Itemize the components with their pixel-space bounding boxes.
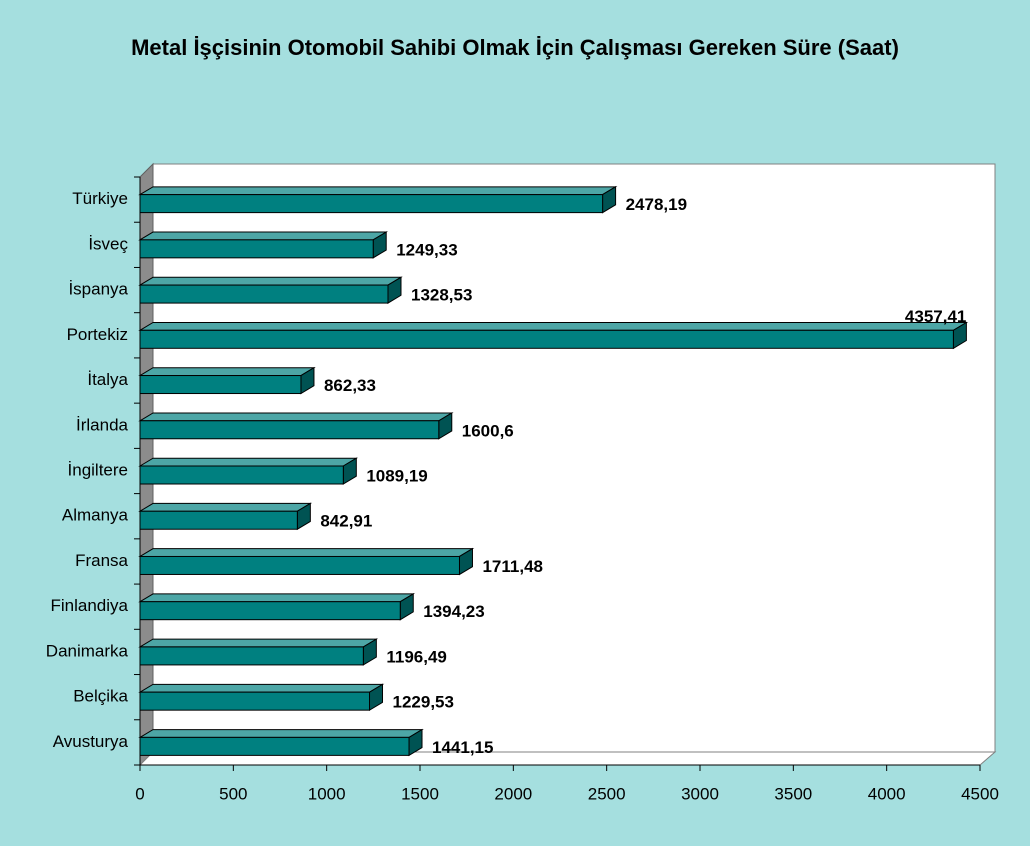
- bar-top: [138, 638, 379, 648]
- value-label: 1229,53: [393, 693, 454, 712]
- bar: [139, 420, 440, 440]
- bar: [139, 736, 410, 756]
- value-label: 862,33: [324, 376, 376, 395]
- value-label: 2478,19: [626, 195, 687, 214]
- y-tick-label: Türkiye: [72, 189, 128, 208]
- bar-top: [138, 729, 424, 738]
- bar: [139, 329, 954, 349]
- value-label: 1394,23: [423, 602, 484, 621]
- bar: [139, 601, 401, 621]
- x-tick-label: 1500: [401, 784, 439, 803]
- x-tick-label: 2000: [494, 784, 532, 803]
- x-tick-label: 1000: [308, 784, 346, 803]
- y-tick-label: Avusturya: [53, 732, 129, 751]
- bar-top: [138, 231, 389, 241]
- value-label: 1711,48: [482, 557, 543, 576]
- bar-top: [138, 457, 359, 467]
- x-tick-label: 4000: [868, 784, 906, 803]
- value-label: 1196,49: [386, 647, 447, 666]
- y-tick-label: İngiltere: [68, 460, 128, 479]
- bar-top: [138, 367, 316, 377]
- x-tick-label: 2500: [588, 784, 626, 803]
- y-tick-label: Belçika: [73, 687, 128, 706]
- bar: [139, 646, 364, 666]
- x-tick-label: 3500: [774, 784, 812, 803]
- bar-top: [138, 502, 313, 512]
- bar: [139, 239, 374, 259]
- y-tick-label: İrlanda: [76, 415, 129, 434]
- bar-top: [138, 683, 385, 693]
- bar: [139, 375, 302, 395]
- bar-top: [138, 593, 416, 603]
- bar: [139, 555, 460, 575]
- bar: [139, 510, 298, 530]
- bar: [139, 465, 344, 485]
- bar: [139, 691, 371, 711]
- value-label: 1089,19: [366, 466, 427, 485]
- x-tick-label: 500: [219, 784, 247, 803]
- value-label: 1600,6: [462, 421, 514, 440]
- bar-top: [138, 276, 403, 286]
- chart-title: Metal İşçisinin Otomobil Sahibi Olmak İç…: [131, 35, 899, 60]
- y-tick-label: Fransa: [75, 551, 128, 570]
- x-tick-label: 3000: [681, 784, 719, 803]
- y-tick-label: Danimarka: [46, 641, 129, 660]
- bar-top: [138, 548, 475, 557]
- bar-top: [138, 322, 969, 331]
- value-label: 4357,41: [905, 307, 966, 326]
- x-tick-label: 4500: [961, 784, 999, 803]
- value-label: 842,91: [320, 512, 372, 531]
- bar: [139, 194, 604, 214]
- bar: [139, 284, 389, 304]
- y-tick-label: İsveç: [88, 234, 128, 253]
- value-label: 1328,53: [411, 286, 472, 305]
- y-tick-label: Almanya: [62, 506, 129, 525]
- y-tick-label: Finlandiya: [51, 596, 129, 615]
- value-label: 1441,15: [432, 738, 493, 757]
- bar-top: [138, 412, 454, 422]
- y-tick-label: İspanya: [68, 280, 128, 299]
- y-tick-label: Portekiz: [67, 325, 128, 344]
- value-label: 1249,33: [396, 240, 457, 259]
- bar-top: [138, 186, 618, 196]
- x-tick-label: 0: [135, 784, 144, 803]
- y-tick-label: İtalya: [87, 370, 128, 389]
